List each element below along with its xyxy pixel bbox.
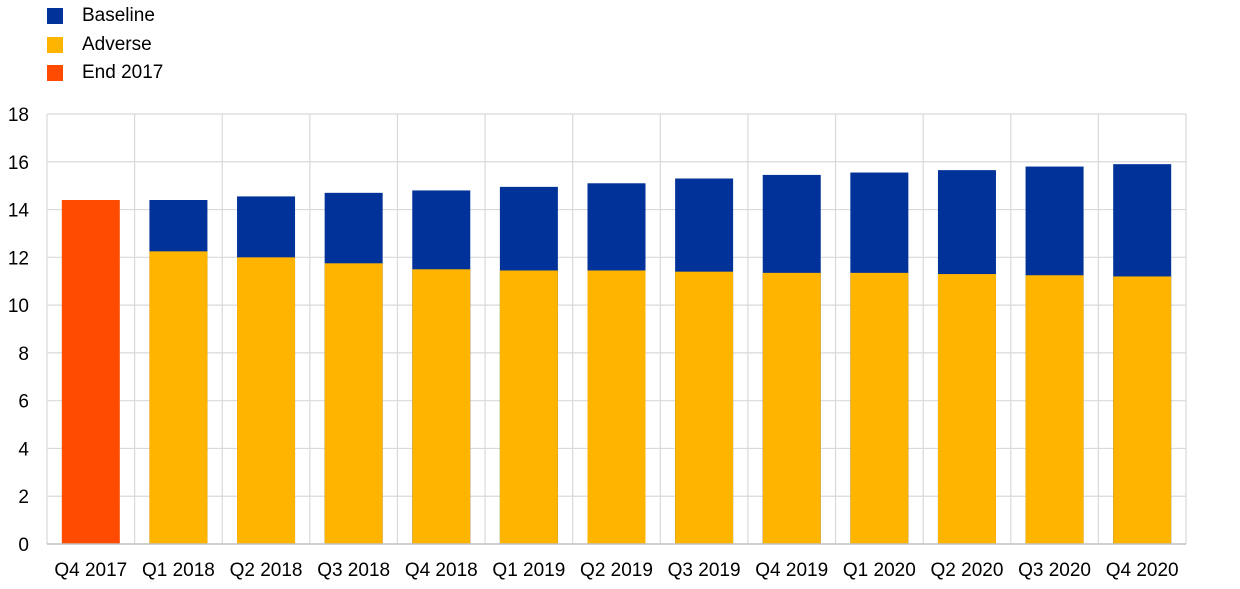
bar-adverse <box>1025 275 1084 544</box>
x-tick-label: Q2 2020 <box>931 560 1004 581</box>
legend-label-baseline: Baseline <box>82 5 155 27</box>
legend-item-baseline: Baseline <box>47 2 163 31</box>
y-tick-label: 12 <box>8 248 29 269</box>
x-tick-label: Q1 2019 <box>492 560 565 581</box>
legend-swatch-end-2017 <box>47 65 63 82</box>
legend-swatch-adverse <box>47 36 63 53</box>
bar-adverse <box>937 274 996 544</box>
y-tick-label: 18 <box>8 105 29 126</box>
x-tick-label: Q3 2020 <box>1018 560 1091 581</box>
y-tick-label: 6 <box>18 392 29 413</box>
y-tick-label: 10 <box>8 296 29 317</box>
x-tick-label: Q1 2018 <box>142 560 215 581</box>
bar-adverse <box>587 270 646 544</box>
bar-adverse <box>412 269 471 544</box>
bar-end-2017 <box>61 200 120 544</box>
bar-adverse <box>324 263 383 544</box>
bar-adverse <box>149 251 208 544</box>
legend-item-adverse: Adverse <box>47 31 163 60</box>
x-tick-label: Q2 2019 <box>580 560 653 581</box>
bar-adverse <box>1113 276 1172 544</box>
y-tick-label: 0 <box>18 535 29 556</box>
y-tick-label: 8 <box>18 344 29 365</box>
x-tick-label: Q3 2019 <box>668 560 741 581</box>
x-tick-label: Q2 2018 <box>230 560 303 581</box>
x-tick-label: Q4 2019 <box>755 560 828 581</box>
x-tick-label: Q4 2020 <box>1106 560 1179 581</box>
y-tick-label: 14 <box>8 201 30 222</box>
legend-item-end-2017: End 2017 <box>47 59 163 88</box>
x-tick-label: Q3 2018 <box>317 560 390 581</box>
legend: Baseline Adverse End 2017 <box>47 2 163 88</box>
bar-adverse <box>762 272 821 544</box>
bar-adverse <box>237 257 296 544</box>
bar-adverse <box>499 270 558 544</box>
axes: 0 2 4 6 8 10 12 14 16 18 Q4 2017 Q1 2018 Q2 2018 Q3 2… <box>8 105 1186 581</box>
y-tick-label: 4 <box>18 439 29 460</box>
bars <box>61 164 1172 545</box>
y-tick-label: 16 <box>8 153 29 174</box>
bar-adverse <box>675 271 734 544</box>
x-tick-label: Q4 2017 <box>54 560 127 581</box>
legend-label-adverse: Adverse <box>82 33 152 55</box>
legend-swatch-baseline <box>47 8 63 25</box>
y-tick-label: 2 <box>18 487 29 508</box>
x-tick-label: Q4 2018 <box>405 560 478 581</box>
x-tick-label: Q1 2020 <box>843 560 916 581</box>
legend-label-end-2017: End 2017 <box>82 62 164 84</box>
bar-adverse <box>850 272 909 544</box>
